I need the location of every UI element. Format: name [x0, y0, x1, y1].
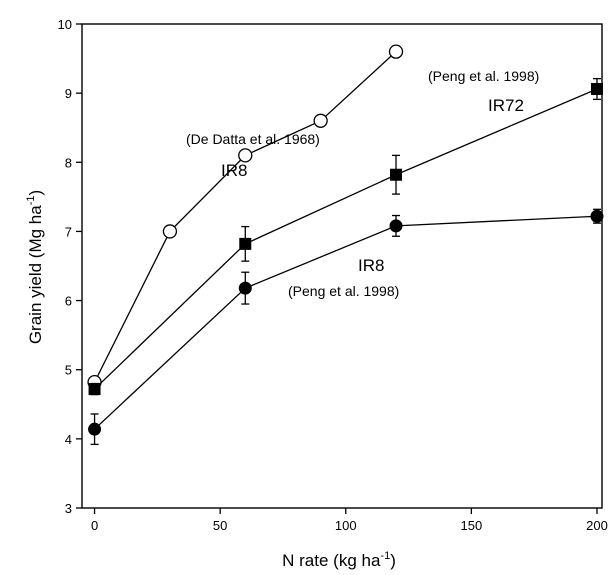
x-tick-label: 150 [461, 518, 483, 533]
series-filled-square [88, 77, 603, 396]
series-line [93, 51, 397, 383]
series-filled-circle [88, 208, 604, 446]
annotation-ir72: IR72 [488, 96, 524, 115]
series-line [94, 88, 598, 390]
annotation-de-datta-1968: (De Datta et al. 1968) [186, 131, 320, 147]
y-tick-label: 3 [65, 501, 72, 516]
y-tick-label: 9 [65, 86, 72, 101]
data-point [388, 44, 404, 59]
data-point [88, 422, 102, 436]
series-layer [87, 44, 604, 446]
data-point [590, 82, 603, 95]
annotations: (De Datta et al. 1968) IR8 (Peng et al. … [186, 68, 539, 299]
y-tick-label: 6 [65, 294, 72, 309]
data-point [88, 383, 101, 396]
data-point [238, 281, 252, 295]
axes: 0 50 100 150 200 3 4 5 6 7 8 9 10 [58, 17, 608, 533]
series-open-circle [87, 44, 404, 390]
y-tick-label: 4 [65, 432, 72, 447]
plot-frame [81, 23, 603, 509]
y-axis-title: Grain yield (Mg ha-1) [25, 190, 45, 344]
data-point [238, 148, 253, 163]
x-tick-label: 0 [91, 518, 98, 533]
x-axis-title: N rate (kg ha-1) [282, 550, 396, 570]
data-point [389, 219, 403, 233]
x-tick-label: 50 [213, 518, 227, 533]
x-tick-label: 200 [586, 518, 608, 533]
x-tick-label: 100 [335, 518, 357, 533]
data-point [590, 209, 604, 223]
data-point [239, 237, 252, 250]
y-tick-label: 8 [65, 155, 72, 170]
annotation-peng-1998-ir8: (Peng et al. 1998) [288, 283, 399, 299]
data-point [390, 168, 403, 181]
y-tick-label: 7 [65, 224, 72, 239]
annotation-ir8-peng: IR8 [358, 256, 384, 275]
annotation-ir8-de-datta: IR8 [221, 161, 247, 180]
annotation-peng-1998-ir72: (Peng et al. 1998) [428, 68, 539, 84]
y-tick-label: 5 [65, 363, 72, 378]
series-line [94, 215, 598, 430]
y-tick-label: 10 [58, 17, 72, 32]
data-point [313, 113, 328, 128]
data-point [162, 224, 178, 239]
